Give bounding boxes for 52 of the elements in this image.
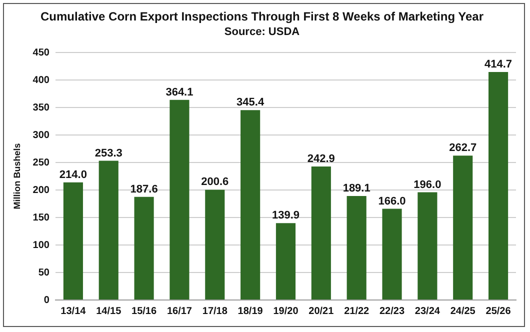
x-tick-label: 15/16 [132, 306, 157, 317]
data-label: 139.9 [272, 210, 300, 222]
data-label: 166.0 [378, 195, 406, 208]
y-tick-label: 50 [38, 267, 50, 278]
x-tick-label: 17/18 [202, 306, 228, 317]
x-tick-label: 21/22 [344, 306, 370, 317]
bar [134, 196, 154, 300]
data-label: 345.4 [236, 96, 265, 109]
bar [346, 196, 366, 300]
x-tick-label: 13/14 [60, 306, 86, 317]
bar [311, 166, 331, 300]
y-tick-label: 450 [32, 47, 50, 58]
data-label: 262.7 [449, 142, 477, 154]
bar [453, 156, 473, 300]
y-tick-label: 300 [32, 130, 50, 141]
data-label: 189.1 [342, 182, 370, 195]
x-tick-label: 22/23 [380, 306, 405, 317]
bar [98, 160, 118, 300]
data-label: 200.6 [201, 176, 229, 188]
bar [276, 223, 296, 300]
y-tick-label: 150 [32, 212, 50, 224]
data-label: 196.0 [414, 178, 442, 191]
bar [205, 190, 225, 300]
x-tick-label: 18/19 [238, 306, 264, 317]
bar [382, 208, 402, 300]
chart-subtitle: Source: USDA [224, 26, 300, 38]
x-tick-label: 24/25 [450, 306, 476, 317]
x-tick-label: 16/17 [166, 306, 192, 317]
bar [170, 100, 190, 300]
data-label: 242.9 [307, 152, 335, 165]
data-label: 253.3 [94, 147, 122, 160]
y-axis-title: Million Bushels [12, 143, 22, 210]
x-tick-label: 20/21 [308, 306, 334, 317]
x-tick-label: 25/26 [486, 306, 512, 317]
x-tick-label: 23/24 [414, 306, 440, 317]
bar [418, 192, 438, 300]
data-label: 414.7 [484, 58, 512, 71]
y-tick-label: 0 [44, 294, 50, 306]
x-tick-label: 14/15 [96, 306, 122, 317]
bar [240, 110, 260, 300]
y-tick-label: 250 [32, 157, 50, 168]
data-label: 364.1 [166, 86, 194, 98]
y-tick-label: 400 [32, 74, 50, 86]
data-label: 187.6 [130, 183, 158, 196]
bar [63, 182, 83, 300]
y-tick-label: 100 [32, 240, 50, 251]
y-tick-label: 350 [32, 102, 50, 114]
bar [488, 72, 508, 300]
y-tick-label: 200 [32, 184, 50, 196]
x-tick-label: 19/20 [273, 306, 299, 317]
data-label: 214.0 [59, 168, 87, 181]
chart-title: Cumulative Corn Export Inspections Through First 8 Weeks of Marketing Year [40, 10, 484, 24]
